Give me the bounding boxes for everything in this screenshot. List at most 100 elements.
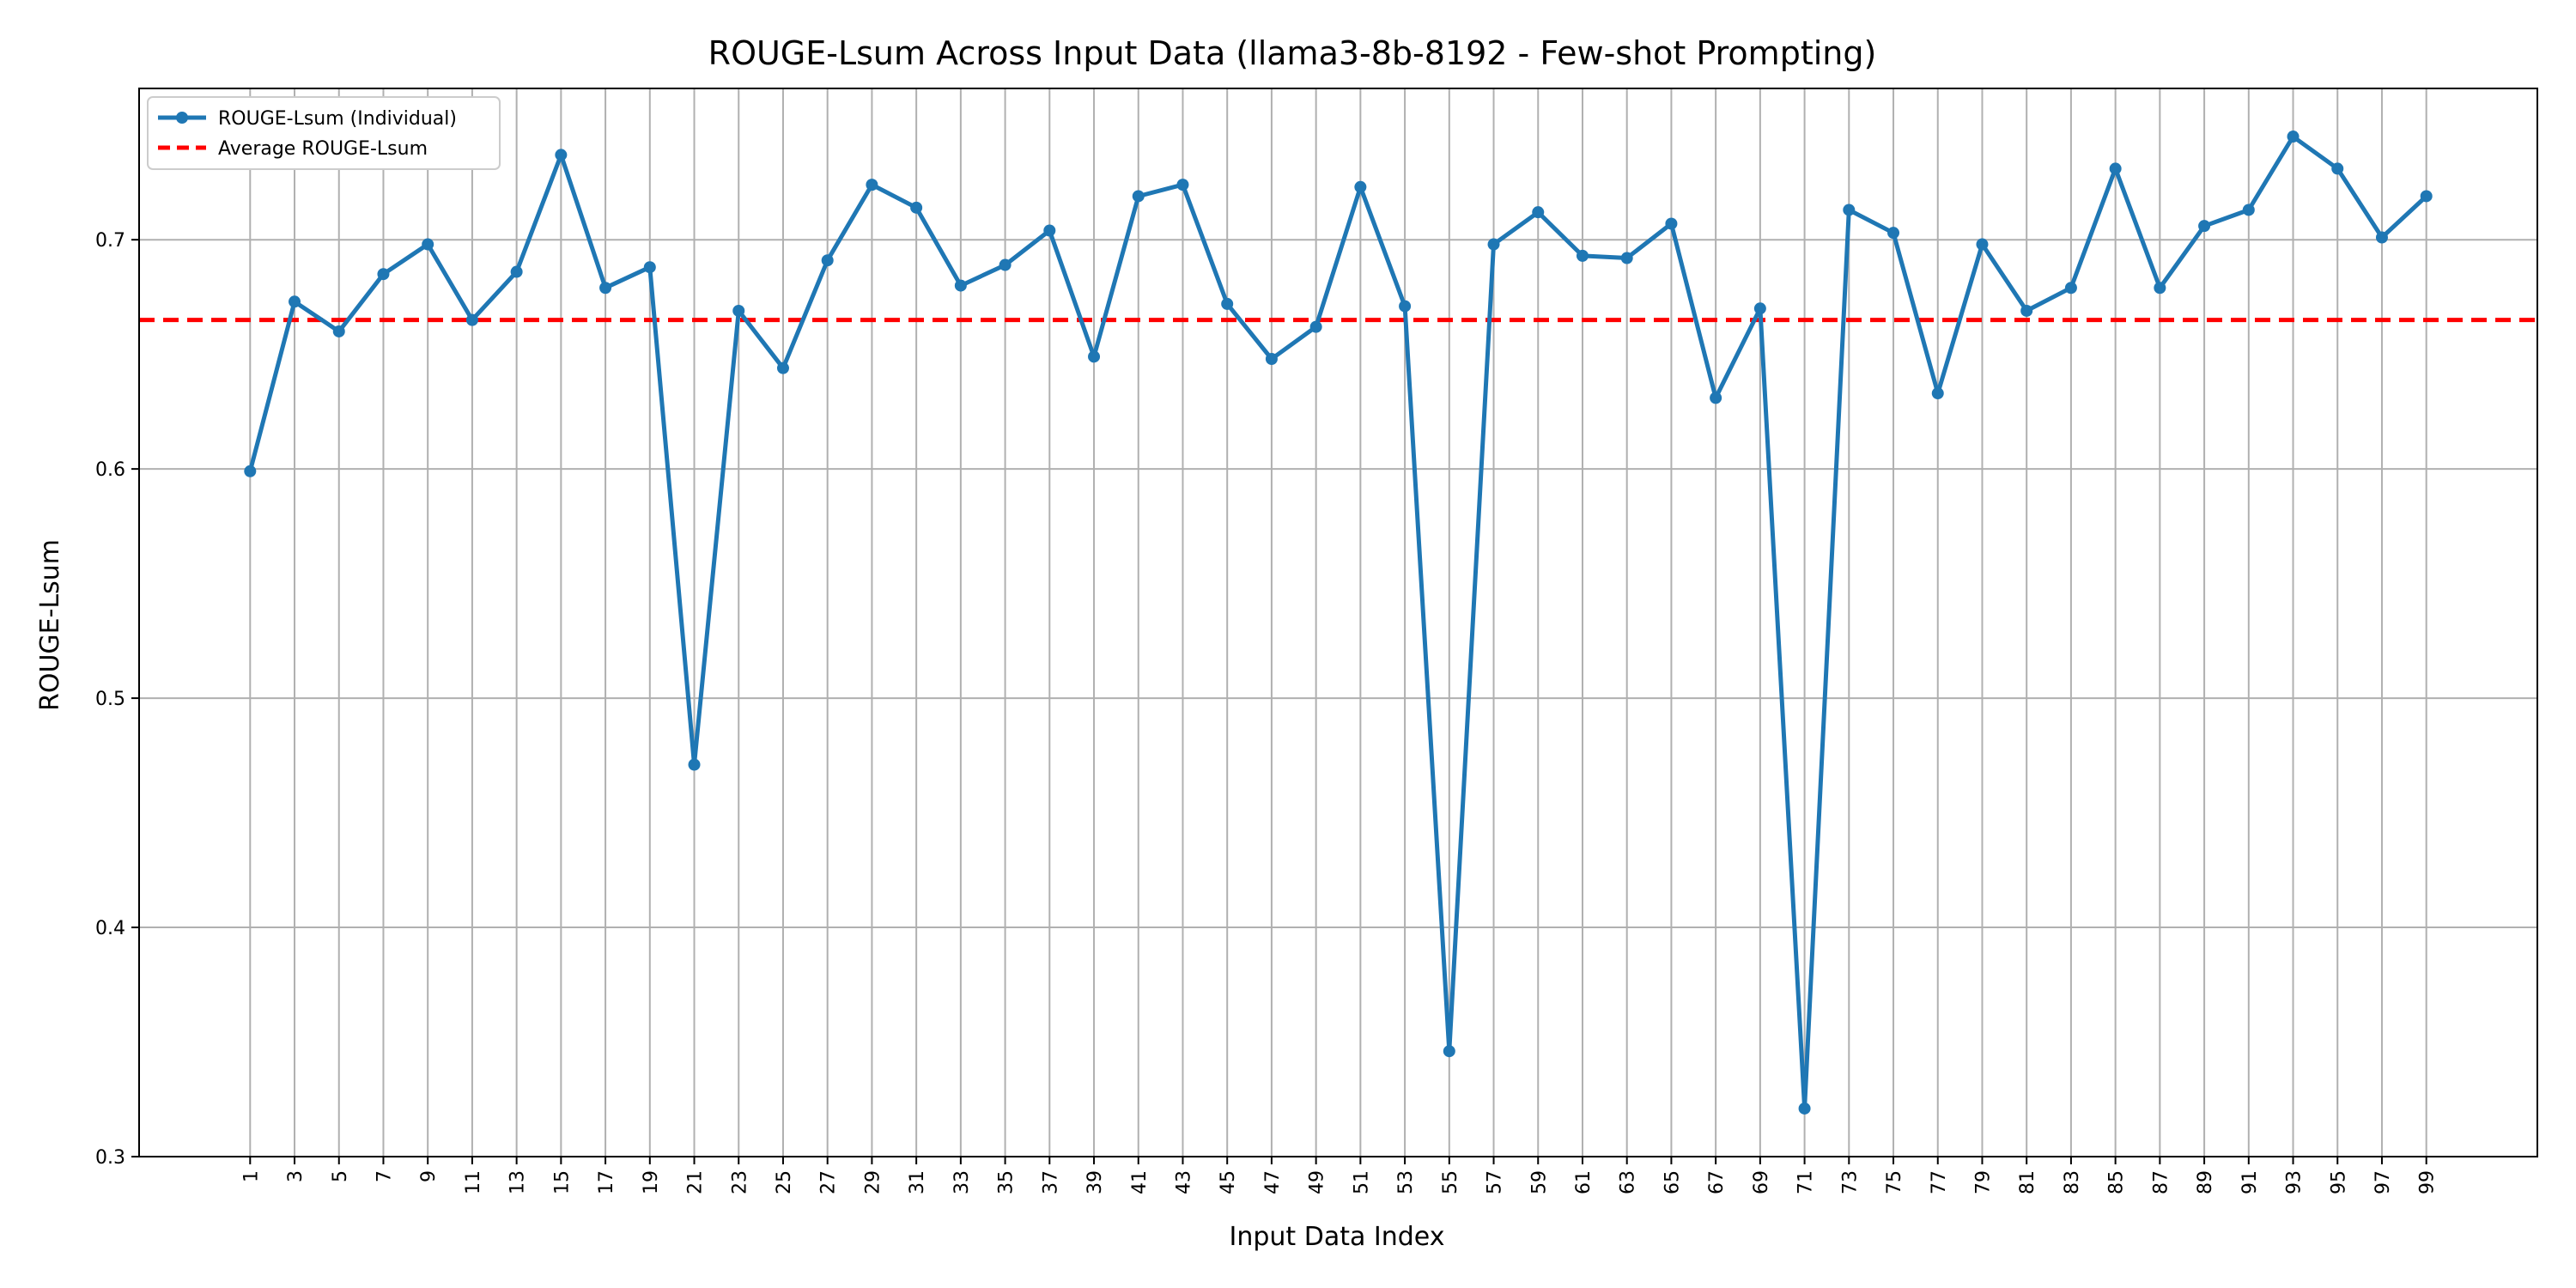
data-point xyxy=(1354,180,1367,193)
data-point xyxy=(332,325,345,337)
data-point xyxy=(2198,220,2211,233)
chart-title: ROUGE-Lsum Across Input Data (llama3-8b-… xyxy=(708,34,1877,72)
data-point xyxy=(1665,217,1678,230)
x-tick-label: 9 xyxy=(418,1170,440,1182)
x-tick-label: 73 xyxy=(1839,1170,1861,1194)
x-tick-label: 1 xyxy=(240,1170,262,1182)
legend-label-individual: ROUGE-Lsum (Individual) xyxy=(218,108,457,130)
x-tick-label: 97 xyxy=(2372,1170,2394,1194)
data-point xyxy=(1532,206,1545,219)
legend: ROUGE-Lsum (Individual) Average ROUGE-Ls… xyxy=(147,96,501,170)
data-point xyxy=(1976,238,1989,251)
x-tick-label: 59 xyxy=(1528,1170,1550,1194)
x-tick-label: 3 xyxy=(285,1170,307,1182)
x-tick-label: 85 xyxy=(2106,1170,2128,1194)
x-tick-label: 37 xyxy=(1040,1170,1061,1194)
series-line-group xyxy=(247,134,2428,1111)
y-tick-label: 0.5 xyxy=(95,689,125,710)
x-tick-label: 67 xyxy=(1706,1170,1728,1194)
x-tick-label: 43 xyxy=(1173,1170,1194,1194)
x-tick-label: 41 xyxy=(1129,1170,1151,1194)
data-point xyxy=(422,238,434,251)
data-point xyxy=(2064,282,2077,295)
data-point xyxy=(465,313,478,326)
x-tick-label: 55 xyxy=(1440,1170,1461,1194)
data-point xyxy=(1487,238,1500,251)
x-tick-label: 31 xyxy=(907,1170,928,1194)
x-tick-label: 21 xyxy=(685,1170,707,1194)
data-point xyxy=(2242,204,2255,216)
legend-label-average: Average ROUGE-Lsum xyxy=(218,138,428,160)
x-tick-label: 25 xyxy=(774,1170,795,1194)
data-point xyxy=(2020,304,2033,317)
plot-frame xyxy=(138,88,2538,1157)
x-tick-label: 13 xyxy=(507,1170,529,1194)
data-points xyxy=(244,131,2433,1115)
x-tick-label: 45 xyxy=(1218,1170,1239,1194)
x-tick-label: 65 xyxy=(1662,1170,1683,1194)
x-tick-label: 23 xyxy=(729,1170,750,1194)
data-point xyxy=(1753,302,1766,315)
x-tick-label: 87 xyxy=(2150,1170,2172,1194)
data-point xyxy=(599,282,612,295)
data-point xyxy=(1931,387,1944,400)
y-tick-label: 0.7 xyxy=(95,230,125,252)
x-tick-label: 69 xyxy=(1751,1170,1772,1194)
data-point xyxy=(289,295,301,308)
data-point xyxy=(1798,1102,1811,1115)
data-point xyxy=(1176,179,1189,191)
data-point xyxy=(1620,252,1633,264)
x-tick-label: 61 xyxy=(1573,1170,1595,1194)
data-point xyxy=(2154,282,2166,295)
data-point xyxy=(2331,162,2344,175)
data-point xyxy=(1887,227,1900,240)
data-point xyxy=(244,465,257,477)
data-point xyxy=(1710,392,1722,404)
x-tick-label: 93 xyxy=(2284,1170,2306,1194)
x-tick-labels: 1 3 5 7 9 11 13 15 17 19 21 23 25 27 29 31 33 35 37 39 41 43 4… xyxy=(240,1157,2439,1194)
y-tick-labels: 0.3 0.4 0.5 0.6 0.7 xyxy=(95,230,139,1169)
x-tick-label: 79 xyxy=(1972,1170,1994,1194)
data-point xyxy=(643,261,656,274)
x-tick-label: 77 xyxy=(1929,1170,1950,1194)
y-tick-label: 0.4 xyxy=(95,918,125,939)
x-tick-label: 57 xyxy=(1485,1170,1506,1194)
data-point xyxy=(776,361,789,374)
x-tick-label: 39 xyxy=(1084,1170,1106,1194)
data-point xyxy=(510,265,523,278)
legend-box xyxy=(147,96,501,170)
data-point xyxy=(1843,204,1856,216)
x-tick-label: 75 xyxy=(1884,1170,1905,1194)
x-tick-label: 49 xyxy=(1307,1170,1328,1194)
data-point xyxy=(2420,190,2433,203)
data-point xyxy=(1265,353,1278,366)
x-tick-label: 17 xyxy=(596,1170,617,1194)
data-point xyxy=(866,179,878,191)
x-tick-label: 5 xyxy=(330,1170,351,1182)
legend-series-marker-swatch xyxy=(176,112,188,124)
x-tick-label: 11 xyxy=(463,1170,484,1194)
data-point xyxy=(1443,1045,1455,1058)
data-point xyxy=(821,254,834,267)
series-line-individual xyxy=(247,134,2428,1111)
data-point xyxy=(999,258,1012,271)
data-point xyxy=(2109,162,2122,175)
data-point xyxy=(910,201,923,214)
data-point xyxy=(1576,249,1589,262)
x-tick-label: 95 xyxy=(2328,1170,2349,1194)
x-tick-label: 53 xyxy=(1395,1170,1417,1194)
x-tick-label: 29 xyxy=(862,1170,884,1194)
x-tick-label: 99 xyxy=(2417,1170,2439,1194)
data-point xyxy=(1088,350,1101,363)
y-tick-label: 0.6 xyxy=(95,459,125,481)
x-tick-label: 89 xyxy=(2195,1170,2216,1194)
x-tick-label: 19 xyxy=(641,1170,662,1194)
data-point xyxy=(688,758,701,771)
x-tick-label: 33 xyxy=(951,1170,973,1194)
x-tick-label: 81 xyxy=(2017,1170,2038,1194)
y-axis-label: ROUGE-Lsum xyxy=(35,539,65,711)
x-tick-label: 7 xyxy=(374,1170,395,1182)
x-tick-label: 35 xyxy=(996,1170,1018,1194)
